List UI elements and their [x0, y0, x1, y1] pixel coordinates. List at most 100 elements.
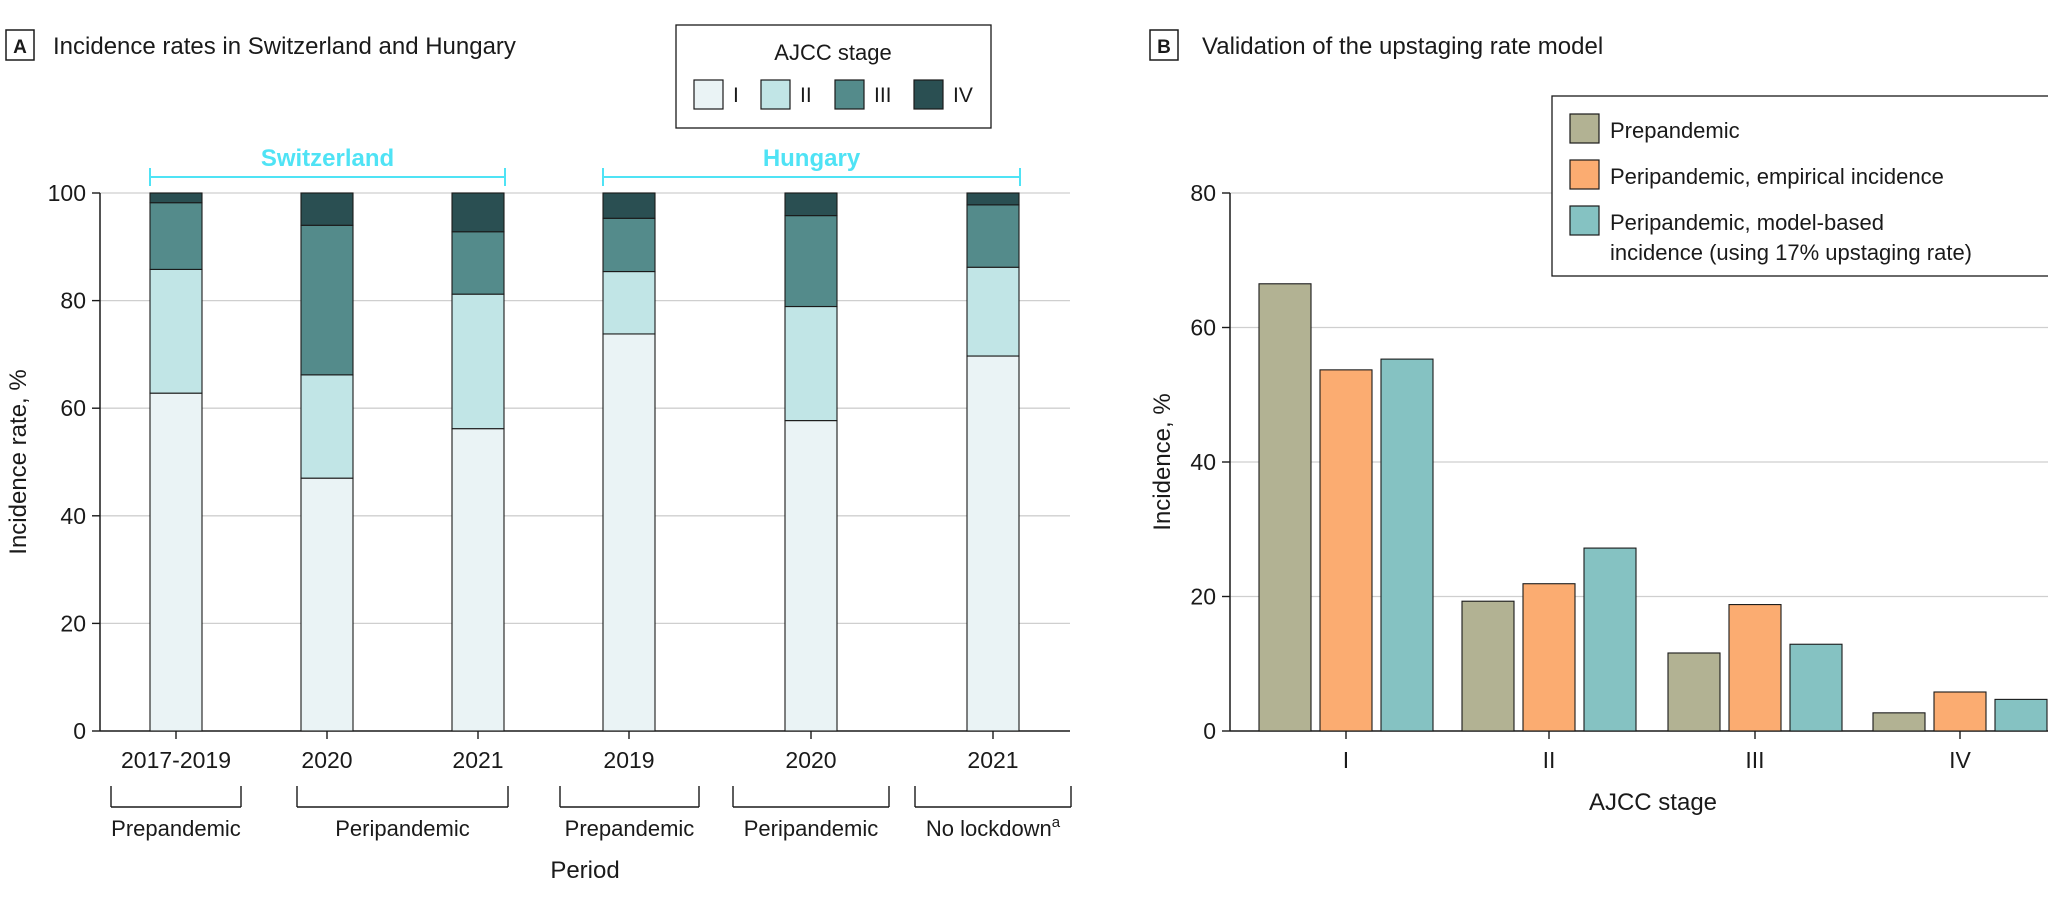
bar-stage-I-series-1 — [1258, 283, 1312, 732]
bar-segment-2020-stage-II — [784, 305, 838, 422]
bar-segment-2021-stage-IV — [451, 192, 505, 233]
legend-b-swatch-1 — [1569, 113, 1600, 144]
bar-stage-III-series-3 — [1789, 643, 1843, 732]
bar-segment-2019-stage-III — [602, 217, 656, 273]
bar-stage-II-series-2 — [1522, 583, 1576, 732]
period-label-peripandemic: Peripandemic — [335, 816, 470, 841]
bar-stage-IV-series-2 — [1933, 691, 1987, 732]
legend-b-box — [1551, 95, 2048, 277]
bar-segment-2017-2019-stage-IV — [149, 192, 203, 204]
panel-b-letter: B — [1157, 37, 1171, 58]
legend-label-stage-II: II — [800, 84, 812, 107]
legend-title: AJCC stage — [774, 40, 891, 65]
bar-segment-2021-stage-II — [451, 293, 505, 430]
country-label-switzerland: Switzerland — [261, 145, 394, 172]
bar-segment-2021-stage-III — [451, 231, 505, 295]
bar-stage-II-series-3 — [1583, 547, 1637, 732]
legend-b-label-line: incidence (using 17% upstaging rate) — [1610, 240, 1972, 265]
x-tick-label-a: 2021 — [967, 747, 1018, 773]
y-tick-label-b: 20 — [1190, 584, 1216, 610]
y-tick-label-a: 80 — [60, 288, 86, 314]
panel-b-legend: Prepandemic Peripandemic, empirical incid… — [1551, 95, 2048, 277]
panel-b-title: Validation of the upstaging rate model — [1202, 33, 1603, 60]
legend-label-stage-IV: IV — [953, 84, 973, 107]
bar-segment-2017-2019-stage-II — [149, 268, 203, 394]
x-tick-label-a: 2020 — [301, 747, 352, 773]
bar-segment-2020-stage-IV — [300, 192, 354, 226]
country-label-hungary: Hungary — [763, 145, 861, 172]
bar-stage-IV-series-1 — [1872, 712, 1926, 732]
bar-segment-2021-stage-IV — [966, 192, 1020, 206]
y-tick-label-a: 0 — [73, 718, 86, 744]
y-axis-title-b: Incidence, % — [1149, 393, 1176, 530]
x-tick-label-b: III — [1745, 747, 1764, 773]
legend-items: I II III IV — [693, 79, 973, 110]
legend-b-label-3: Peripandemic, model-based incidence (usin… — [1610, 210, 1972, 265]
x-axis-title-a: Period — [550, 857, 619, 884]
bar-segment-2017-2019-stage-I — [149, 392, 203, 732]
bar-segment-2019-stage-II — [602, 270, 656, 335]
bar-stage-I-series-3 — [1380, 358, 1434, 732]
y-tick-label-b: 0 — [1203, 718, 1216, 744]
bar-segment-2021-stage-I — [451, 428, 505, 732]
y-tick-label-b: 40 — [1190, 449, 1216, 475]
period-label-superscript: a — [1052, 814, 1061, 831]
x-tick-label-a: 2021 — [452, 747, 503, 773]
bar-segment-2020-stage-III — [784, 215, 838, 308]
bar-segment-2021-stage-II — [966, 266, 1020, 357]
legend-b-swatch-3 — [1569, 205, 1600, 236]
y-tick-label-b: 60 — [1190, 315, 1216, 341]
bar-segment-2019-stage-IV — [602, 192, 656, 219]
legend-b-label-1: Prepandemic — [1610, 118, 1740, 143]
bar-segment-2021-stage-I — [966, 355, 1020, 732]
legend-swatch-stage-II — [760, 79, 791, 110]
panel-b-header: B Validation of the upstaging rate model — [1149, 29, 1603, 61]
x-tick-label-b: II — [1543, 747, 1556, 773]
bar-segment-2021-stage-III — [966, 204, 1020, 268]
period-label-prepandemic: Prepandemic — [111, 816, 241, 841]
legend-b-label-line: Prepandemic — [1610, 118, 1740, 143]
bar-segment-2020-stage-II — [300, 374, 354, 479]
legend-b-label-line: Peripandemic, model-based — [1610, 210, 1884, 235]
panel-a-legend: AJCC stage I II III IV — [675, 24, 992, 129]
bar-segment-2017-2019-stage-III — [149, 202, 203, 270]
legend-b-label-line: Peripandemic, empirical incidence — [1610, 164, 1944, 189]
legend-label-stage-I: I — [733, 84, 739, 107]
legend-swatch-stage-III — [834, 79, 865, 110]
bar-segment-2020-stage-I — [784, 420, 838, 732]
panel-a-letter-box — [5, 29, 35, 61]
legend-b-label-2: Peripandemic, empirical incidence — [1610, 164, 1944, 189]
legend-box — [675, 24, 992, 129]
period-label-prepandemic: Prepandemic — [565, 816, 695, 841]
period-label-peripandemic: Peripandemic — [744, 816, 879, 841]
panel-a-chart: 0 20 40 60 80 100 Incidence rate, % 2017-2019 20… — [5, 145, 1072, 884]
y-tick-label-a: 100 — [48, 180, 86, 206]
bar-stage-IV-series-3 — [1994, 698, 2048, 732]
bar-stage-II-series-1 — [1461, 600, 1515, 732]
bar-segment-2020-stage-I — [300, 477, 354, 732]
legend-label-stage-III: III — [874, 84, 892, 107]
panel-a-title: Incidence rates in Switzerland and Hunga… — [53, 33, 516, 60]
legend-swatch-stage-IV — [913, 79, 944, 110]
bar-stage-III-series-2 — [1728, 604, 1782, 732]
y-axis-title-a: Incidence rate, % — [5, 369, 32, 554]
x-tick-label-a: 2017-2019 — [121, 747, 231, 773]
bar-segment-2020-stage-IV — [784, 192, 838, 217]
legend-b-swatch-2 — [1569, 159, 1600, 190]
panel-a-letter: A — [13, 37, 27, 58]
x-tick-label-b: I — [1343, 747, 1349, 773]
panel-a-header: A Incidence rates in Switzerland and Hun… — [5, 29, 516, 61]
bar-stage-I-series-2 — [1319, 369, 1373, 732]
period-label-no-lockdown: No lockdowna — [926, 814, 1061, 841]
x-axis-title-b: AJCC stage — [1589, 789, 1717, 816]
bar-segment-2020-stage-III — [300, 224, 354, 376]
bar-stage-III-series-1 — [1667, 652, 1721, 732]
panel-b-letter-box — [1149, 29, 1179, 61]
legend-swatch-stage-I — [693, 79, 724, 110]
x-tick-label-a: 2019 — [603, 747, 654, 773]
x-tick-label-a: 2020 — [785, 747, 836, 773]
y-tick-label-a: 60 — [60, 395, 86, 421]
